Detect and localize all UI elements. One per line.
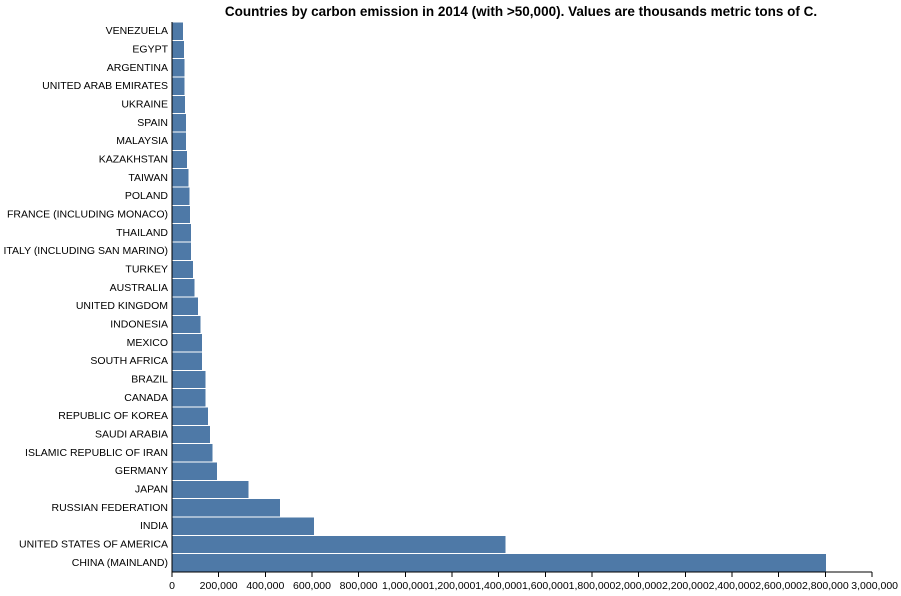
x-tick-label-12: 2,400,000: [709, 580, 756, 592]
category-label-10: FRANCE (INCLUDING MONACO): [7, 209, 168, 221]
x-tick-label-4: 800,000: [340, 580, 378, 592]
x-tick-label-7: 1,400,000: [475, 580, 522, 592]
bar-5: [171, 113, 188, 133]
category-label-27: INDIA: [140, 520, 168, 532]
category-label-4: UKRAINE: [121, 99, 168, 111]
bar-15: [171, 296, 199, 316]
category-label-29: CHINA (MAINLAND): [72, 557, 168, 569]
bar-2: [171, 58, 186, 78]
category-label-0: VENEZUELA: [106, 25, 168, 37]
x-tick-label-6: 1,200,000: [429, 580, 476, 592]
category-label-25: JAPAN: [135, 484, 168, 496]
category-label-14: AUSTRALIA: [110, 282, 168, 294]
chart-title: Countries by carbon emission in 2014 (wi…: [225, 4, 817, 19]
bar-13: [171, 259, 195, 280]
category-label-26: RUSSIAN FEDERATION: [52, 502, 168, 514]
category-label-18: SOUTH AFRICA: [90, 355, 168, 367]
category-label-22: SAUDI ARABIA: [95, 429, 168, 441]
category-label-2: ARGENTINA: [107, 62, 168, 74]
bars-group: [171, 21, 828, 573]
bar-16: [171, 314, 202, 335]
bar-11: [171, 223, 192, 243]
bar-19: [171, 369, 207, 390]
category-label-28: UNITED STATES OF AMERICA: [19, 539, 168, 551]
bar-25: [171, 479, 250, 500]
x-tick-label-10: 2,000,000: [615, 580, 662, 592]
x-tick-label-11: 2,200,000: [662, 580, 709, 592]
bar-1: [171, 39, 186, 60]
x-tick-label-5: 1,000,000: [382, 580, 429, 592]
bar-24: [171, 461, 219, 481]
bar-4: [171, 94, 187, 115]
bar-21: [171, 406, 210, 426]
x-tick-label-3: 600,000: [293, 580, 331, 592]
bar-28: [171, 534, 507, 555]
bar-23: [171, 443, 214, 463]
category-label-12: ITALY (INCLUDING SAN MARINO): [3, 245, 168, 257]
bar-20: [171, 388, 207, 408]
bar-8: [171, 168, 190, 188]
category-label-13: TURKEY: [125, 264, 168, 276]
bar-10: [171, 204, 191, 225]
x-tick-label-2: 400,000: [246, 580, 284, 592]
bar-6: [171, 131, 188, 151]
x-tick-label-13: 2,600,000: [755, 580, 802, 592]
category-label-19: BRAZIL: [131, 374, 168, 386]
x-tick-label-8: 1,600,000: [522, 580, 569, 592]
category-label-20: CANADA: [124, 392, 168, 404]
bar-27: [171, 516, 316, 536]
category-label-6: MALAYSIA: [116, 135, 168, 147]
bar-17: [171, 333, 203, 353]
bar-9: [171, 186, 191, 206]
bar-26: [171, 498, 281, 518]
bar-29: [171, 553, 828, 573]
x-tick-label-9: 1,800,000: [569, 580, 616, 592]
category-label-21: REPUBLIC OF KOREA: [58, 410, 168, 422]
bar-3: [171, 76, 186, 96]
bar-22: [171, 424, 211, 445]
category-label-7: KAZAKHSTAN: [99, 154, 168, 166]
category-label-5: SPAIN: [137, 117, 168, 129]
bar-7: [171, 149, 189, 170]
bar-18: [171, 351, 203, 371]
category-label-1: EGYPT: [132, 44, 168, 56]
x-tick-label-1: 200,000: [200, 580, 238, 592]
category-label-8: TAIWAN: [128, 172, 168, 184]
x-axis: 0 200,000 400,000 600,000 800,000 1,000,000 1,…: [169, 571, 898, 592]
category-label-15: UNITED KINGDOM: [76, 300, 168, 312]
category-label-11: THAILAND: [116, 227, 168, 239]
x-tick-label-0: 0: [169, 580, 175, 592]
bar-12: [171, 241, 193, 261]
category-label-23: ISLAMIC REPUBLIC OF IRAN: [25, 447, 168, 459]
category-label-3: UNITED ARAB EMIRATES: [42, 80, 168, 92]
x-tick-label-15: 3,000,000: [851, 580, 898, 592]
category-label-17: MEXICO: [127, 337, 168, 349]
category-label-24: GERMANY: [115, 465, 168, 477]
category-labels: VENEZUELA EGYPT ARGENTINA UNITED ARAB EMIRA…: [3, 25, 168, 569]
bar-14: [171, 278, 196, 298]
bar-0: [171, 21, 185, 41]
category-label-16: INDONESIA: [110, 319, 168, 331]
category-label-9: POLAND: [125, 190, 169, 202]
x-tick-label-14: 2,800,000: [802, 580, 849, 592]
